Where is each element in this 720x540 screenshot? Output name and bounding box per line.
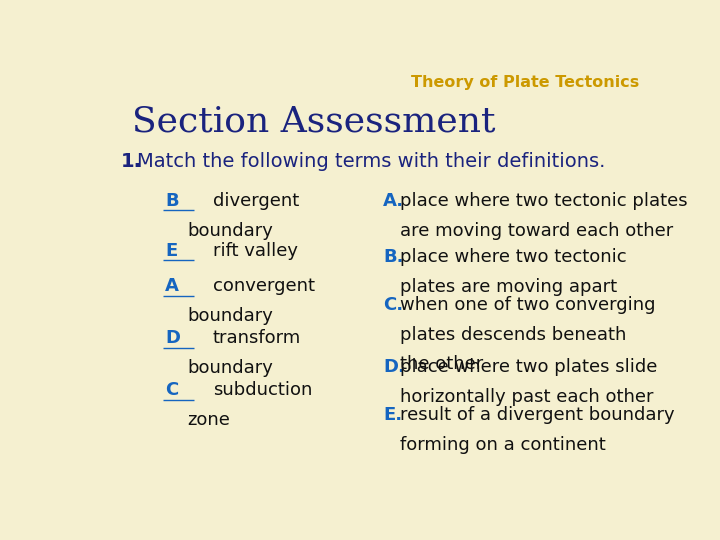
Text: the other: the other [400, 355, 483, 374]
Text: 1.: 1. [121, 152, 142, 171]
Text: plates are moving apart: plates are moving apart [400, 278, 617, 296]
Text: transform: transform [213, 329, 301, 347]
Text: place where two tectonic: place where two tectonic [400, 248, 626, 266]
Text: horizontally past each other: horizontally past each other [400, 388, 653, 406]
Text: result of a divergent boundary: result of a divergent boundary [400, 406, 675, 424]
Text: when one of two converging: when one of two converging [400, 295, 655, 314]
Text: boundary: boundary [188, 221, 274, 240]
Text: B: B [166, 192, 179, 210]
Text: divergent: divergent [213, 192, 299, 210]
Text: A: A [166, 277, 179, 295]
Text: C.: C. [383, 295, 403, 314]
Text: Section Assessment: Section Assessment [132, 104, 495, 138]
Text: forming on a continent: forming on a continent [400, 436, 606, 454]
Text: subduction: subduction [213, 381, 312, 399]
Text: D: D [166, 329, 180, 347]
Text: boundary: boundary [188, 307, 274, 325]
Text: place where two plates slide: place where two plates slide [400, 358, 657, 376]
Text: Theory of Plate Tectonics: Theory of Plate Tectonics [411, 75, 639, 90]
Text: place where two tectonic plates: place where two tectonic plates [400, 192, 688, 210]
Text: E: E [166, 241, 178, 260]
Text: C: C [166, 381, 179, 399]
Text: rift valley: rift valley [213, 241, 298, 260]
Text: boundary: boundary [188, 359, 274, 377]
Text: A.: A. [383, 192, 404, 210]
Text: plates descends beneath: plates descends beneath [400, 326, 626, 343]
Text: zone: zone [188, 411, 230, 429]
Text: Match the following terms with their definitions.: Match the following terms with their def… [138, 152, 606, 171]
Text: D.: D. [383, 358, 405, 376]
Text: convergent: convergent [213, 277, 315, 295]
Text: B.: B. [383, 248, 403, 266]
Text: E.: E. [383, 406, 402, 424]
Text: are moving toward each other: are moving toward each other [400, 221, 673, 240]
